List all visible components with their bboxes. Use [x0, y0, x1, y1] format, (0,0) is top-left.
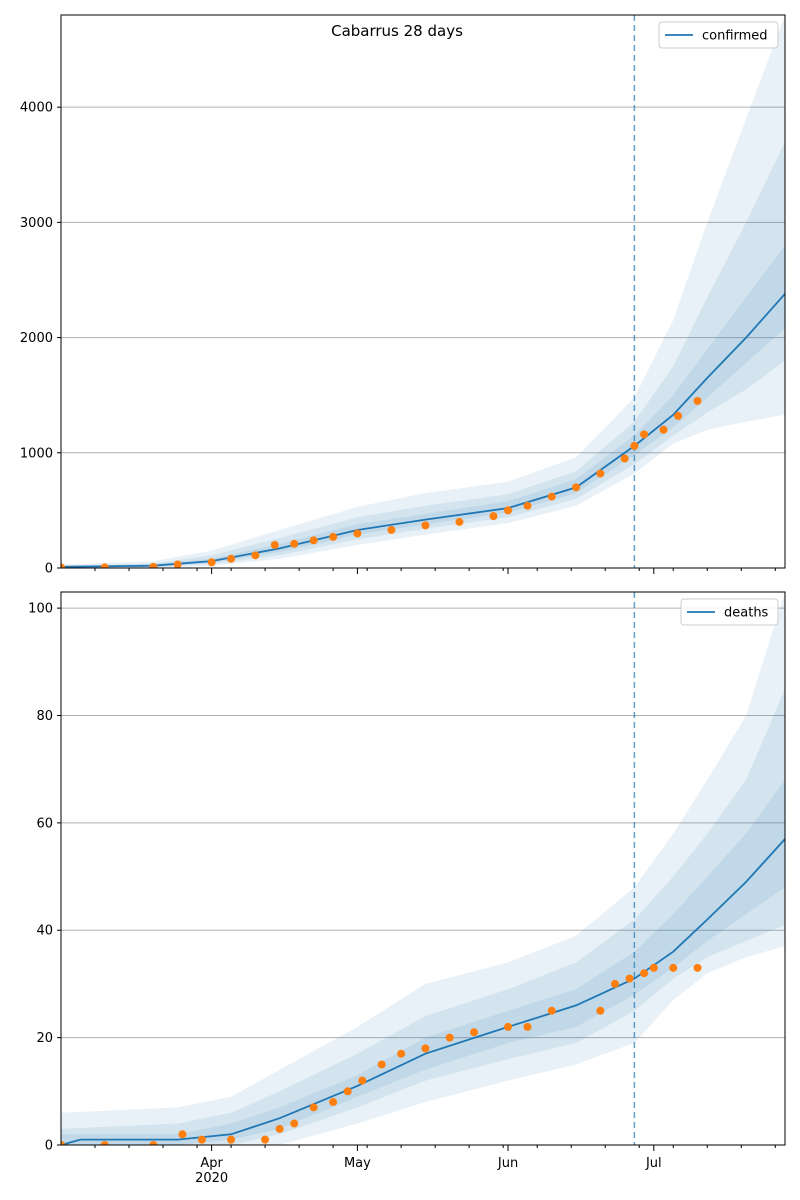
- deaths-observed-point: [100, 1141, 109, 1145]
- deaths-observed-point: [669, 963, 678, 972]
- confirmed-plot-area: [61, 15, 785, 568]
- y-tick-label: 1000: [20, 446, 53, 461]
- confirmed-axes-frame: [60, 14, 786, 569]
- confirmed-observed-point: [504, 506, 513, 515]
- deaths-observed-point: [329, 1098, 338, 1107]
- confirmed-uncertainty-band: [61, 141, 785, 568]
- confirmed-observed-point: [329, 532, 338, 541]
- confirmed-observed-point: [61, 563, 65, 568]
- deaths-observed-point: [197, 1135, 206, 1144]
- deaths-observed-point: [640, 969, 649, 978]
- confirmed-observed-point: [421, 521, 430, 530]
- x-tick-label: Jun: [497, 1156, 518, 1171]
- confirmed-observed-point: [630, 441, 639, 450]
- confirmed-observed-point: [693, 396, 702, 405]
- confirmed-observed-point: [659, 425, 668, 434]
- y-tick-label: 60: [36, 816, 53, 831]
- x-tick-label: Jul: [645, 1156, 662, 1171]
- deaths-observed-point: [547, 1006, 556, 1015]
- confirmed-observed-point: [270, 540, 279, 549]
- deaths-observed-point: [596, 1006, 605, 1015]
- deaths-uncertainty-band: [61, 688, 785, 1145]
- deaths-observed-point: [504, 1022, 513, 1031]
- deaths-observed-point: [693, 963, 702, 972]
- confirmed-panel: 0 1000 2000 3000 4000 confirmed: [20, 14, 786, 577]
- deaths-axes-frame: [60, 591, 786, 1146]
- confirmed-observed-point: [455, 517, 464, 526]
- x-tick-sublabel: 2020: [195, 1171, 228, 1186]
- deaths-observed-point: [397, 1049, 406, 1058]
- confirmed-legend: confirmed: [658, 21, 779, 49]
- deaths-observed-point: [261, 1135, 270, 1144]
- y-tick-label: 0: [45, 1139, 53, 1154]
- deaths-legend: deaths: [680, 598, 779, 626]
- deaths-observed-point: [358, 1076, 367, 1085]
- deaths-uncertainty-band: [61, 592, 785, 1145]
- deaths-observed-point: [421, 1044, 430, 1053]
- confirmed-observed-point: [596, 469, 605, 478]
- deaths-observed-point: [227, 1135, 236, 1144]
- confirmed-observed-point: [149, 562, 158, 568]
- deaths-plot-area: [61, 592, 785, 1145]
- legend-box: [680, 598, 779, 626]
- deaths-observed-point: [377, 1060, 386, 1069]
- y-tick-label: 0: [45, 562, 53, 577]
- confirmed-observed-point: [572, 483, 581, 492]
- confirmed-observed-point: [387, 525, 396, 534]
- confirmed-observed-point: [523, 501, 532, 510]
- deaths-observed-point: [610, 979, 619, 988]
- legend-label: confirmed: [702, 29, 768, 44]
- y-tick-label: 80: [36, 709, 53, 724]
- confirmed-observed-point: [547, 492, 556, 501]
- deaths-observed-point: [523, 1022, 532, 1031]
- deaths-observed-point: [649, 963, 658, 972]
- confirmed-observed-point: [227, 554, 236, 563]
- deaths-observed-point: [290, 1119, 299, 1128]
- confirmed-observed-point: [309, 536, 318, 545]
- x-tick-label: Apr: [200, 1156, 223, 1171]
- y-tick-label: 100: [28, 602, 53, 617]
- confirmed-uncertainty-band: [61, 15, 785, 568]
- y-tick-label: 20: [36, 1031, 53, 1046]
- confirmed-observed-point: [207, 558, 216, 567]
- deaths-observed-point: [275, 1124, 284, 1133]
- confirmed-observed-point: [620, 454, 629, 463]
- confirmed-observed-point: [251, 551, 260, 560]
- confirmed-observed-point: [674, 411, 683, 420]
- deaths-observed-point: [470, 1028, 479, 1037]
- deaths-observed-point: [149, 1141, 158, 1145]
- y-tick-label: 40: [36, 924, 53, 939]
- legend-box: [658, 21, 779, 49]
- deaths-observed-point: [625, 974, 634, 983]
- confirmed-observed-point: [353, 529, 362, 538]
- y-tick-label: 4000: [20, 101, 53, 116]
- confirmed-observed-point: [640, 430, 649, 439]
- deaths-observed-point: [445, 1033, 454, 1042]
- deaths-observed-point: [178, 1130, 187, 1139]
- deaths-observed-point: [343, 1087, 352, 1096]
- x-tick-label: May: [344, 1156, 371, 1171]
- confirmed-observed-point: [100, 563, 109, 568]
- confirmed-observed-point: [173, 560, 182, 568]
- legend-label: deaths: [724, 606, 769, 621]
- deaths-uncertainty-band: [61, 779, 785, 1145]
- confirmed-observed-point: [290, 539, 299, 548]
- confirmed-observed-point: [489, 512, 498, 521]
- deaths-observed-point: [309, 1103, 318, 1112]
- y-tick-label: 2000: [20, 331, 53, 346]
- y-tick-label: 3000: [20, 216, 53, 231]
- figure-title: Cabarrus 28 days: [331, 22, 463, 40]
- deaths-model-line: [61, 838, 785, 1145]
- deaths-observed-point: [61, 1141, 65, 1145]
